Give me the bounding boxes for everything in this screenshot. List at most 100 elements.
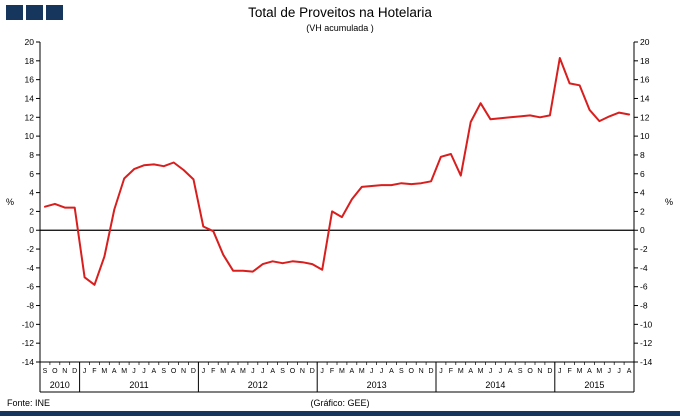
svg-text:14: 14	[25, 93, 35, 103]
svg-text:J: J	[608, 368, 612, 375]
svg-text:2010: 2010	[50, 380, 70, 390]
svg-text:O: O	[527, 368, 533, 375]
svg-text:J: J	[489, 368, 493, 375]
svg-text:S: S	[43, 368, 48, 375]
chart-subtitle: (VH acumulada )	[306, 23, 374, 33]
svg-text:J: J	[499, 368, 503, 375]
svg-text:A: A	[231, 368, 236, 375]
svg-text:4: 4	[640, 188, 645, 198]
svg-text:6: 6	[640, 169, 645, 179]
svg-text:D: D	[310, 368, 315, 375]
svg-text:-4: -4	[640, 263, 648, 273]
svg-text:S: S	[280, 368, 285, 375]
svg-text:A: A	[270, 368, 275, 375]
svg-text:18: 18	[640, 56, 650, 66]
credit-note: (Gráfico: GEE)	[310, 398, 370, 408]
svg-text:-8: -8	[640, 301, 648, 311]
svg-text:10: 10	[25, 131, 35, 141]
svg-text:M: M	[359, 368, 365, 375]
svg-text:A: A	[627, 368, 632, 375]
svg-text:F: F	[330, 368, 334, 375]
svg-text:-2: -2	[640, 244, 648, 254]
svg-text:O: O	[52, 368, 58, 375]
svg-text:-8: -8	[26, 301, 34, 311]
svg-text:2: 2	[640, 206, 645, 216]
svg-text:J: J	[617, 368, 621, 375]
svg-text:%: %	[665, 197, 673, 207]
svg-text:S: S	[518, 368, 523, 375]
svg-text:12: 12	[640, 112, 650, 122]
svg-text:-10: -10	[22, 319, 35, 329]
svg-text:F: F	[211, 368, 215, 375]
svg-text:12: 12	[25, 112, 35, 122]
svg-text:S: S	[161, 368, 166, 375]
svg-text:0: 0	[29, 225, 34, 235]
svg-text:J: J	[380, 368, 384, 375]
svg-text:20: 20	[640, 37, 650, 47]
svg-text:F: F	[568, 368, 572, 375]
svg-text:M: M	[121, 368, 127, 375]
axes	[39, 42, 635, 363]
svg-text:M: M	[478, 368, 484, 375]
svg-text:16: 16	[25, 75, 35, 85]
svg-text:-6: -6	[640, 282, 648, 292]
x-axis-year-labels: 2010 2011 2012 2013 2014 2015	[39, 362, 635, 393]
svg-text:M: M	[458, 368, 464, 375]
svg-text:-2: -2	[26, 244, 34, 254]
y-axis-labels: -14 -14 -12 -12 -10 -10 -8 -8 -6 -6 -4 -4 -2 -2 0 0 2 2 4 4…	[22, 37, 653, 367]
svg-text:J: J	[83, 368, 87, 375]
svg-text:N: N	[300, 368, 305, 375]
svg-text:-4: -4	[26, 263, 34, 273]
svg-text:-12: -12	[640, 338, 653, 348]
svg-text:F: F	[449, 368, 453, 375]
svg-text:J: J	[439, 368, 443, 375]
svg-text:J: J	[132, 368, 136, 375]
svg-text:2015: 2015	[584, 380, 604, 390]
svg-text:-10: -10	[640, 319, 653, 329]
svg-text:A: A	[112, 368, 117, 375]
svg-text:14: 14	[640, 93, 650, 103]
svg-text:A: A	[468, 368, 473, 375]
chart-title: Total de Proveitos na Hotelaria	[248, 5, 432, 20]
svg-text:2014: 2014	[485, 380, 505, 390]
svg-text:16: 16	[640, 75, 650, 85]
svg-text:2: 2	[29, 206, 34, 216]
logo-square-icon	[6, 5, 23, 20]
svg-text:A: A	[350, 368, 355, 375]
svg-text:S: S	[399, 368, 404, 375]
svg-text:J: J	[261, 368, 265, 375]
svg-text:M: M	[101, 368, 107, 375]
svg-text:4: 4	[29, 188, 34, 198]
logo-square-icon	[26, 5, 43, 20]
svg-text:M: M	[240, 368, 246, 375]
svg-text:10: 10	[640, 131, 650, 141]
svg-text:J: J	[142, 368, 146, 375]
data-series-line	[44, 57, 631, 286]
svg-text:-12: -12	[22, 338, 35, 348]
bottom-bar	[0, 411, 680, 416]
svg-text:M: M	[339, 368, 345, 375]
svg-text:J: J	[370, 368, 374, 375]
source-note: Fonte: INE	[7, 398, 51, 408]
svg-text:A: A	[587, 368, 592, 375]
svg-text:-14: -14	[22, 357, 35, 367]
svg-text:N: N	[537, 368, 542, 375]
svg-text:J: J	[320, 368, 324, 375]
svg-text:A: A	[152, 368, 157, 375]
svg-text:N: N	[419, 368, 424, 375]
svg-text:M: M	[596, 368, 602, 375]
gee-logo	[6, 5, 63, 20]
svg-text:O: O	[171, 368, 177, 375]
svg-text:F: F	[92, 368, 96, 375]
svg-text:-14: -14	[640, 357, 653, 367]
logo-square-icon	[46, 5, 63, 20]
svg-text:M: M	[577, 368, 583, 375]
svg-text:8: 8	[29, 150, 34, 160]
svg-text:D: D	[191, 368, 196, 375]
svg-text:A: A	[389, 368, 394, 375]
svg-text:O: O	[409, 368, 415, 375]
svg-text:%: %	[6, 197, 14, 207]
